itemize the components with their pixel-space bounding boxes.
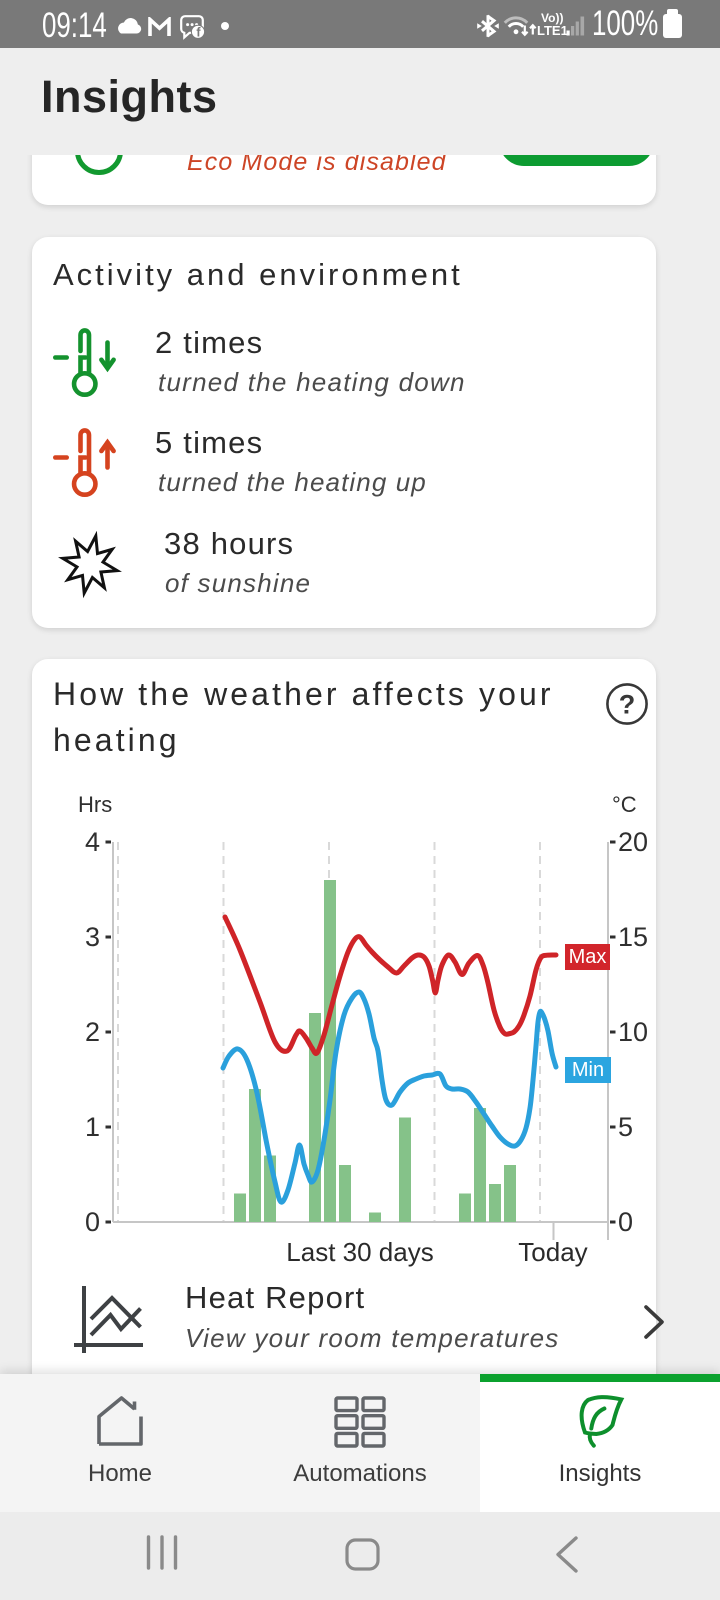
- svg-text:1: 1: [85, 1112, 100, 1142]
- svg-text:Min: Min: [572, 1059, 604, 1081]
- svg-text:5: 5: [618, 1112, 633, 1142]
- svg-text:3: 3: [85, 922, 100, 952]
- svg-text:15: 15: [618, 922, 648, 952]
- svg-text:Hrs: Hrs: [78, 792, 112, 817]
- svg-text:10: 10: [618, 1017, 648, 1047]
- svg-text:2: 2: [85, 1017, 100, 1047]
- svg-text:°C: °C: [612, 792, 637, 817]
- svg-text:Max: Max: [569, 946, 607, 968]
- svg-text:0: 0: [85, 1207, 100, 1237]
- svg-text:f: f: [196, 26, 201, 40]
- svg-text:0: 0: [618, 1207, 633, 1237]
- svg-text:?: ?: [619, 690, 636, 720]
- svg-text:20: 20: [618, 827, 648, 857]
- svg-text:Today: Today: [518, 1237, 587, 1267]
- svg-text:4: 4: [85, 827, 100, 857]
- svg-text:Last 30 days: Last 30 days: [286, 1237, 433, 1267]
